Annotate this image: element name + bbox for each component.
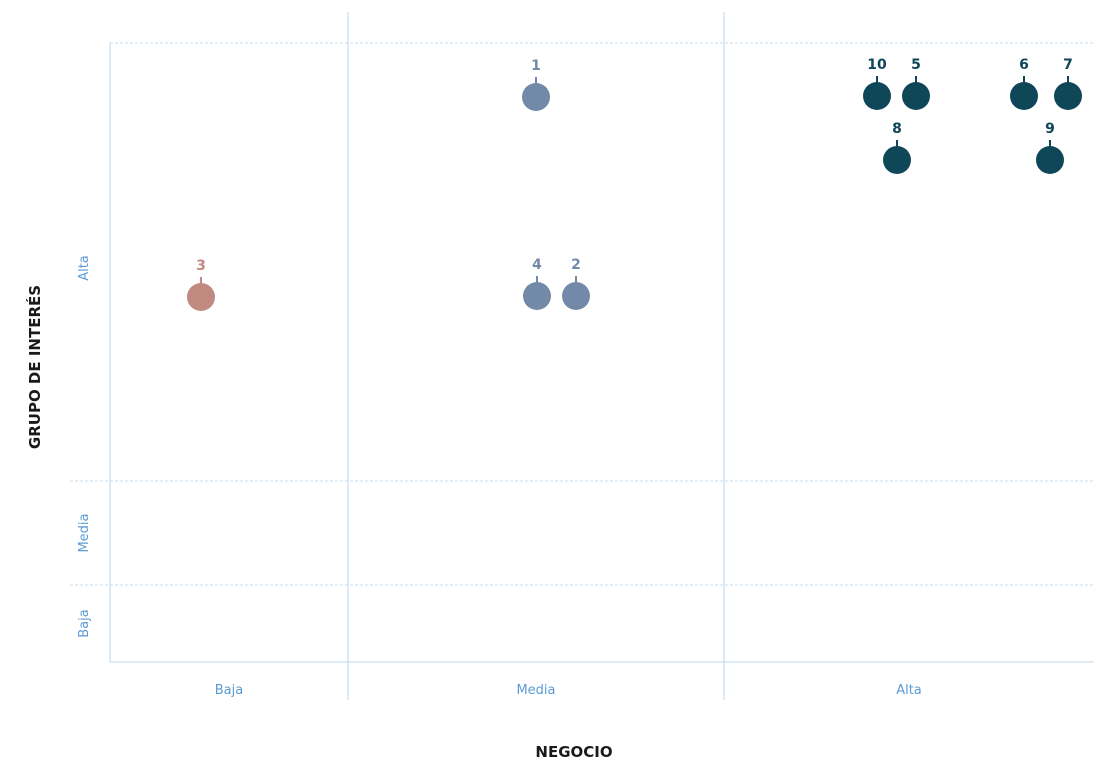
data-point-marker: [1036, 146, 1064, 174]
data-point: 8: [883, 121, 911, 174]
x-tick-label: Baja: [215, 683, 243, 698]
data-point: 9: [1036, 121, 1064, 174]
y-tick-label: Baja: [77, 609, 92, 637]
data-point: 5: [902, 57, 930, 110]
data-point: 7: [1054, 57, 1082, 110]
data-point-label: 3: [196, 258, 206, 274]
data-point: 1: [522, 58, 550, 111]
y-tick-label: Media: [77, 513, 92, 552]
x-axis-title: NEGOCIO: [535, 743, 612, 761]
y-axis-title: GRUPO DE INTERÉS: [25, 285, 44, 449]
data-point-marker: [883, 146, 911, 174]
data-point-label: 10: [867, 57, 887, 73]
x-tick-label: Alta: [896, 683, 922, 698]
data-point-label: 2: [571, 257, 581, 273]
data-point-label: 6: [1019, 57, 1029, 73]
data-point: 2: [562, 257, 590, 310]
data-point-marker: [562, 282, 590, 310]
data-point-marker: [1054, 82, 1082, 110]
tick-labels: Baja Media Alta Baja Media Alta: [77, 255, 922, 698]
grid: [70, 12, 1094, 700]
data-point-marker: [1010, 82, 1038, 110]
data-point: 10: [863, 57, 891, 110]
data-point-label: 7: [1063, 57, 1073, 73]
y-tick-label: Alta: [77, 255, 92, 281]
data-point: 6: [1010, 57, 1038, 110]
data-point-label: 8: [892, 121, 902, 137]
data-point-label: 9: [1045, 121, 1055, 137]
x-tick-label: Media: [516, 683, 555, 698]
data-point-label: 1: [531, 58, 541, 74]
data-point: 3: [187, 258, 215, 311]
data-point-marker: [523, 282, 551, 310]
data-point-label: 4: [532, 257, 542, 273]
data-point-marker: [522, 83, 550, 111]
data-points: 1 2 3 4 5 6 7 8 9 10: [187, 57, 1082, 311]
data-point: 4: [523, 257, 551, 310]
data-point-marker: [902, 82, 930, 110]
data-point-marker: [863, 82, 891, 110]
data-point-marker: [187, 283, 215, 311]
data-point-label: 5: [911, 57, 921, 73]
